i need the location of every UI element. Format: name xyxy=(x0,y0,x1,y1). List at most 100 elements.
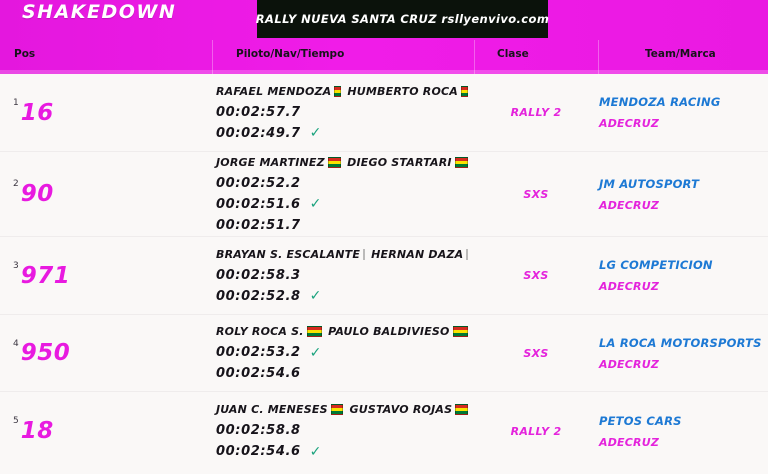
position-cell: 4 950 xyxy=(0,315,212,391)
table-row[interactable]: 2 90 JORGE MARTINEZ DIEGO STARTARI 00:02… xyxy=(0,152,768,237)
bolivia-flag-icon xyxy=(327,156,342,168)
position-number: 4 xyxy=(13,339,19,349)
team-brand: ADECRUZ xyxy=(599,357,660,371)
position-number: 1 xyxy=(13,98,19,108)
event-banner: RALLY NUEVA SANTA CRUZ rsllyenvivo.com xyxy=(256,0,549,38)
time-entry: 00:02:54.6 ✓ xyxy=(216,444,474,459)
page-title: SHAKEDOWN xyxy=(22,1,177,23)
time-value: 00:02:53.2 xyxy=(216,345,301,360)
team-cell: LA ROCA MOTORSPORTS ADECRUZ xyxy=(598,315,768,391)
crew-cell: BRAYAN S. ESCALANTE HERNAN DAZA 00:02:58… xyxy=(212,237,474,314)
codriver-name: HERNAN DAZA xyxy=(371,247,464,261)
codriver-name: GUSTAVO ROJAS xyxy=(349,403,453,416)
class-cell: RALLY 2 xyxy=(474,74,598,151)
bolivia-flag-icon xyxy=(452,326,468,337)
position-cell: 1 16 xyxy=(0,74,212,151)
class-cell: SXS xyxy=(474,237,598,314)
table-row[interactable]: 5 18 JUAN C. MENESES GUSTAVO ROJAS 00:02… xyxy=(0,392,768,470)
crew-cell: RAFAEL MENDOZA HUMBERTO ROCA 00:02:57.7 … xyxy=(212,74,474,151)
class-cell: RALLY 2 xyxy=(474,392,598,470)
driver-name: JORGE MARTINEZ xyxy=(216,155,325,169)
time-value: 00:02:57.7 xyxy=(216,104,301,120)
team-cell: PETOS CARS ADECRUZ xyxy=(598,392,768,470)
column-divider-1 xyxy=(212,40,213,74)
position-number: 5 xyxy=(13,416,19,426)
time-entry: 00:02:49.7 ✓ xyxy=(216,126,474,141)
car-number: 971 xyxy=(20,262,71,289)
crew-cell: JORGE MARTINEZ DIEGO STARTARI 00:02:52.2… xyxy=(212,152,474,236)
time-entry: 00:02:52.2 xyxy=(216,176,474,191)
bolivia-flag-icon xyxy=(454,156,468,168)
time-value: 00:02:51.7 xyxy=(216,217,301,233)
position-number: 2 xyxy=(13,179,19,189)
column-divider-2 xyxy=(474,40,475,74)
time-value: 00:02:49.7 xyxy=(216,125,301,141)
crew-cell: JUAN C. MENESES GUSTAVO ROJAS 00:02:58.8… xyxy=(212,392,474,470)
driver-name: JUAN C. MENESES xyxy=(216,403,328,416)
table-row[interactable]: 4 950 ROLY ROCA S. PAULO BALDIVIESO 00:0… xyxy=(0,315,768,392)
bolivia-flag-icon xyxy=(466,248,469,260)
team-cell: MENDOZA RACING ADECRUZ xyxy=(598,74,768,151)
driver-name: ROLY ROCA S. xyxy=(216,325,304,338)
best-time-check-icon: ✓ xyxy=(309,196,322,212)
car-number: 16 xyxy=(20,99,54,126)
time-entry: 00:02:57.7 xyxy=(216,105,474,120)
time-value: 00:02:51.6 xyxy=(216,196,301,212)
team-brand: ADECRUZ xyxy=(599,198,660,212)
class-label: SXS xyxy=(523,269,549,282)
time-value: 00:02:54.6 xyxy=(216,444,301,459)
table-row[interactable]: 1 16 RAFAEL MENDOZA HUMBERTO ROCA 00:02:… xyxy=(0,74,768,152)
header-bottom-edge xyxy=(0,70,768,74)
best-time-check-icon: ✓ xyxy=(309,443,322,460)
time-value: 00:02:54.6 xyxy=(216,366,301,381)
position-cell: 3 971 xyxy=(0,237,212,314)
class-cell: SXS xyxy=(474,152,598,236)
crew-names: ROLY ROCA S. PAULO BALDIVIESO xyxy=(216,325,474,338)
column-header-clase: Clase xyxy=(497,48,529,60)
bolivia-flag-icon xyxy=(330,404,344,415)
time-entry: 00:02:51.6 ✓ xyxy=(216,197,474,212)
crew-names: JUAN C. MENESES GUSTAVO ROJAS xyxy=(216,403,474,416)
best-time-check-icon: ✓ xyxy=(309,125,322,141)
bolivia-flag-icon xyxy=(306,326,323,337)
bolivia-flag-icon xyxy=(334,85,342,97)
column-header-crew: Piloto/Nav/Tiempo xyxy=(236,48,345,60)
best-time-check-icon: ✓ xyxy=(309,344,322,361)
table-row[interactable]: 3 971 BRAYAN S. ESCALANTE HERNAN DAZA 00… xyxy=(0,237,768,315)
time-entry: 00:02:53.2 ✓ xyxy=(216,345,474,360)
driver-name: RAFAEL MENDOZA xyxy=(216,84,332,98)
team-cell: JM AUTOSPORT ADECRUZ xyxy=(598,152,768,236)
codriver-name: HUMBERTO ROCA xyxy=(347,84,459,98)
car-number: 950 xyxy=(20,340,71,366)
column-divider-3 xyxy=(598,40,599,74)
time-value: 00:02:58.8 xyxy=(216,423,301,438)
crew-names: BRAYAN S. ESCALANTE HERNAN DAZA xyxy=(216,248,474,261)
event-name: RALLY NUEVA SANTA CRUZ xyxy=(255,12,438,26)
team-name: LG COMPETICION xyxy=(599,258,713,272)
class-label: SXS xyxy=(523,346,549,360)
time-entry: 00:02:52.8 ✓ xyxy=(216,289,474,304)
time-value: 00:02:52.2 xyxy=(216,175,301,191)
time-entry: 00:02:58.3 xyxy=(216,268,474,283)
header-band: SHAKEDOWN RALLY NUEVA SANTA CRUZ rsllyen… xyxy=(0,0,768,74)
time-value: 00:02:52.8 xyxy=(216,288,301,304)
results-table: 1 16 RAFAEL MENDOZA HUMBERTO ROCA 00:02:… xyxy=(0,74,768,470)
bolivia-flag-icon xyxy=(455,404,468,415)
event-website: rsllyenvivo.com xyxy=(441,12,550,26)
time-entry: 00:02:58.8 xyxy=(216,423,474,438)
team-cell: LG COMPETICION ADECRUZ xyxy=(598,237,768,314)
class-cell: SXS xyxy=(474,315,598,391)
position-cell: 2 90 xyxy=(0,152,212,236)
time-entry: 00:02:54.6 xyxy=(216,366,474,381)
position-number: 3 xyxy=(13,261,19,271)
bolivia-flag-icon xyxy=(461,85,468,97)
crew-cell: ROLY ROCA S. PAULO BALDIVIESO 00:02:53.2… xyxy=(212,315,474,391)
team-name: MENDOZA RACING xyxy=(599,95,721,109)
column-header-pos: Pos xyxy=(14,48,36,60)
codriver-name: DIEGO STARTARI xyxy=(347,155,452,169)
class-label: SXS xyxy=(523,187,549,201)
event-banner-text: RALLY NUEVA SANTA CRUZ rsllyenvivo.com xyxy=(256,12,549,26)
car-number: 18 xyxy=(20,418,54,444)
time-value: 00:02:58.3 xyxy=(216,267,301,283)
